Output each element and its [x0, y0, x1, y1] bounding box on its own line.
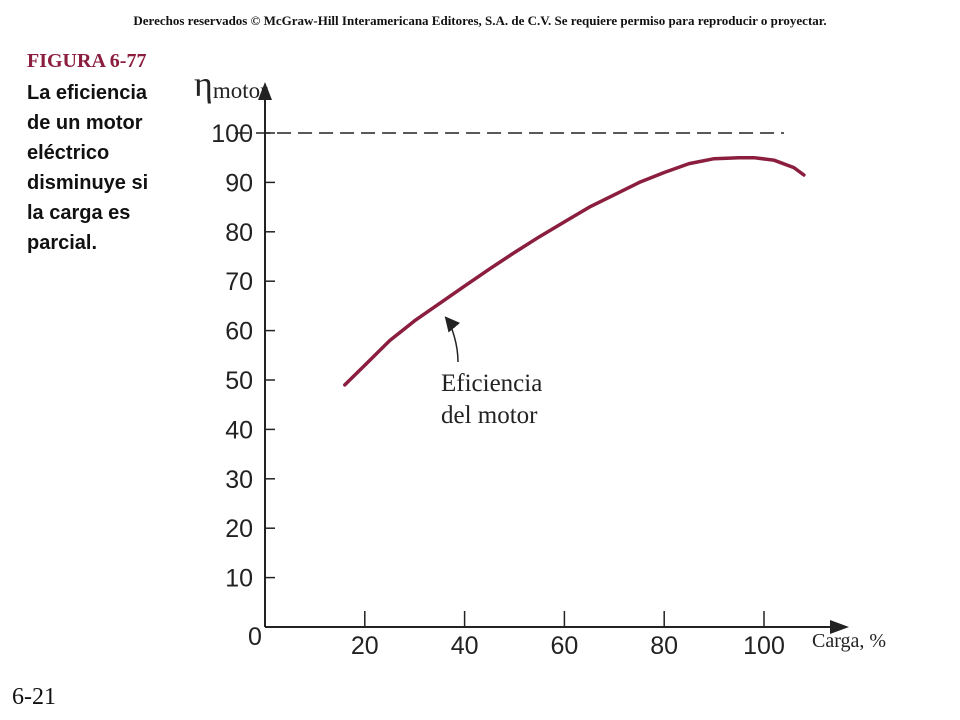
y-axis-arrow: [258, 82, 272, 100]
y-tick-label: 20: [225, 515, 253, 543]
figure-title: FIGURA 6-77: [27, 50, 147, 72]
annotation-label: Eficiencia del motor: [441, 370, 542, 429]
copyright-notice: Derechos reservados © McGraw-Hill Intera…: [133, 13, 827, 28]
x-axis-label: Carga, %: [812, 630, 886, 652]
origin-label: 0: [248, 623, 262, 651]
y-tick-label: 60: [225, 318, 253, 346]
x-tick-label: 80: [650, 632, 678, 660]
efficiency-curve: [343, 155, 806, 387]
x-tick-label: 100: [743, 632, 785, 660]
page-number: 6-21: [12, 684, 56, 710]
x-tick-label: 40: [451, 632, 479, 660]
y-tick-label: 40: [225, 416, 253, 444]
y-tick-label: 30: [225, 466, 253, 494]
x-tick-label: 20: [351, 632, 379, 660]
y-tick-label: 90: [225, 169, 253, 197]
y-axis-label: ηmotor: [194, 64, 268, 104]
y-tick-label: 50: [225, 367, 253, 395]
y-tick-label: 100: [211, 120, 253, 148]
y-tick-label: 80: [225, 219, 253, 247]
x-tick-label: 60: [550, 632, 578, 660]
annotation-arrow: [444, 316, 461, 363]
figure-caption: La eficiencia de un motor eléctrico dism…: [27, 82, 149, 254]
x-axis-arrow: [830, 620, 849, 634]
y-tick-label: 70: [225, 268, 253, 296]
y-tick-label: 10: [225, 565, 253, 593]
